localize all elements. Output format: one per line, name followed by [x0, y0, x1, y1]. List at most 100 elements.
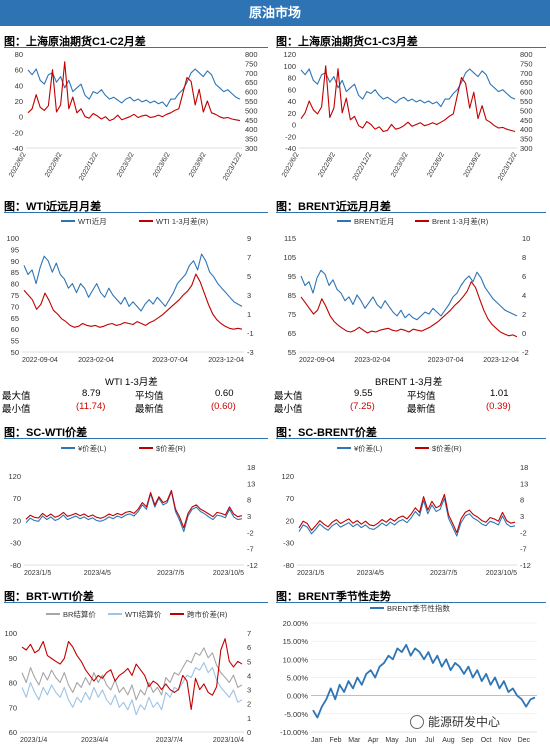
y-tick-label: 40 [15, 81, 23, 90]
y-tick-label: -80 [10, 561, 21, 570]
y-tick-label: 40 [288, 97, 296, 106]
title-divider [4, 438, 268, 439]
x-tick-label: 2022-09-04 [22, 357, 58, 364]
series-line-1 [298, 493, 516, 534]
x-tick-label: 2023/7/5 [430, 570, 457, 577]
y2-tick-label: 2 [247, 700, 251, 709]
y-tick-label: 115 [284, 234, 296, 243]
y2-tick-label: 600 [245, 88, 258, 97]
y2-tick-label: 7 [247, 253, 251, 262]
y-tick-label: 105 [283, 253, 296, 262]
x-tick-label: 2023/1/5 [24, 570, 51, 577]
x-tick-label: Apr [368, 737, 380, 744]
y-tick-label: 75 [288, 310, 296, 319]
legend-label: Brent 1-3月差(R) [432, 216, 489, 226]
y2-tick-label: -7 [247, 545, 254, 554]
x-tick-label: 2023/7/4 [156, 737, 183, 744]
y-tick-label: 95 [11, 245, 19, 254]
y-tick-label: 20.00% [283, 619, 309, 628]
series-line-0 [25, 490, 243, 533]
y-tick-label: 70 [286, 494, 294, 503]
y-tick-label: 70 [9, 703, 17, 712]
brent-min-value: (7.25) [350, 401, 375, 412]
y2-tick-label: -2 [522, 348, 529, 357]
y-tick-label: -40 [12, 144, 23, 153]
brent-min-label: 最小值 [274, 404, 303, 415]
panel-title-sc-wti: 图：SC-WTI价差 [4, 427, 88, 439]
series-line-0 [23, 253, 243, 312]
wti-avg-label: 平均值 [135, 391, 164, 402]
y2-tick-label: 5 [247, 272, 251, 281]
wti-stats-title: WTI 1-3月差 [105, 377, 158, 388]
y-tick-label: 80 [9, 679, 17, 688]
y2-tick-label: 1 [247, 310, 251, 319]
panel-title-sc-c1c2: 图：上海原油期货C1-C2月差 [4, 36, 146, 48]
y2-tick-label: 500 [245, 106, 258, 115]
x-tick-label: 2023-12-04 [483, 357, 519, 364]
y2-tick-label: 8 [247, 496, 251, 505]
y2-tick-label: 400 [520, 125, 533, 134]
brent-max-value: 9.55 [354, 388, 373, 399]
title-divider [4, 602, 268, 603]
x-tick-label: 2023/6/2 [426, 151, 446, 178]
y2-tick-label: 18 [520, 463, 528, 472]
x-tick-label: 2023/9/2 [188, 151, 208, 178]
y2-tick-label: -12 [247, 561, 258, 570]
x-tick-label: 2023/4/5 [84, 570, 111, 577]
y-tick-label: 20 [286, 516, 294, 525]
x-tick-label: 2023-02-04 [78, 357, 114, 364]
y2-tick-label: -2 [247, 528, 254, 537]
wti-max-label: 最大值 [2, 391, 31, 402]
y2-tick-label: -12 [520, 561, 531, 570]
y-tick-label: 55 [288, 348, 296, 357]
y2-tick-label: -2 [520, 528, 527, 537]
legend-label: WTI近月 [78, 216, 107, 226]
y-tick-label: 65 [11, 314, 19, 323]
y-tick-label: -20 [285, 132, 296, 141]
x-tick-label: 2023/9/2 [463, 151, 483, 178]
wti-min-label: 最小值 [2, 404, 31, 415]
y2-tick-label: 300 [245, 144, 258, 153]
y2-tick-label: 300 [520, 144, 533, 153]
y-tick-label: 80 [15, 50, 23, 59]
y-tick-label: 90 [9, 654, 17, 663]
y-tick-label: 85 [288, 291, 296, 300]
y-tick-label: -30 [10, 539, 21, 548]
y-tick-label: 120 [281, 472, 294, 481]
y-tick-label: 70 [11, 302, 19, 311]
wti-avg-value: 0.60 [215, 388, 234, 399]
chart-sc-c1c3-spread: -40-200204060801001203003504004505005506… [281, 50, 533, 182]
wti-stats-table: WTI 1-3月差 最大值 8.79 平均值 0.60 最小值 (11.74) … [0, 372, 270, 418]
x-tick-label: 2022-09-04 [299, 357, 335, 364]
chart-wti-spread: 50 55 60 65 70 75 80 85 90 95 100 -3 -1 1 3 5 7 9 2022-09-… [6, 216, 253, 364]
y-tick-label: 50 [11, 348, 19, 357]
y2-tick-label: 450 [245, 116, 258, 125]
title-divider [4, 212, 268, 213]
series-line-1 [25, 489, 243, 529]
y2-tick-label: 750 [520, 59, 533, 68]
wti-last-value: (0.60) [211, 401, 236, 412]
y2-tick-label: 800 [520, 50, 533, 59]
x-tick-label: 2023/3/2 [390, 151, 410, 178]
brent-avg-label: 平均值 [407, 391, 436, 402]
y-tick-label: 120 [8, 472, 21, 481]
y2-tick-label: 8 [522, 253, 526, 262]
series-line-1 [300, 281, 518, 338]
y2-tick-label: 8 [520, 496, 524, 505]
x-tick-label: 2023/4/4 [81, 737, 108, 744]
y2-tick-label: 9 [247, 234, 251, 243]
x-tick-label: 2023/4/5 [357, 570, 384, 577]
x-tick-label: 2023/1/5 [297, 570, 324, 577]
wti-max-value: 8.79 [82, 388, 101, 399]
wti-min-value: (11.74) [76, 401, 106, 412]
series-line-0 [298, 497, 516, 537]
x-tick-label: Jul [425, 737, 434, 744]
x-tick-label: 2022/12/2 [78, 151, 100, 182]
brent-stats-table: BRENT 1-3月差 最大值 9.55 平均值 1.01 最小值 (7.25)… [272, 372, 547, 418]
wechat-icon [410, 715, 424, 729]
legend-label: BR结算价 [63, 609, 96, 619]
chart-brt-wti-spread: 60 70 80 90 100 0 1 2 3 4 5 6 7 2023/1/4 2023/4/4 2023/… [4, 609, 251, 744]
y-tick-label: 95 [288, 272, 296, 281]
x-tick-label: 2023-02-04 [354, 357, 390, 364]
y2-tick-label: 3 [520, 512, 524, 521]
